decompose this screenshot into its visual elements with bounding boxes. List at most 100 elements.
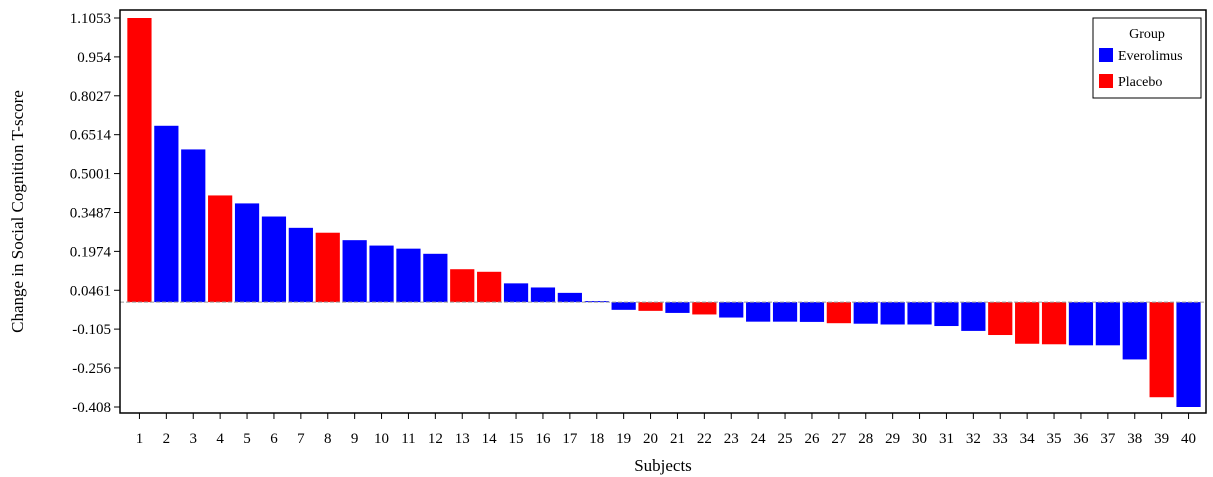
x-tick-label: 29: [885, 431, 900, 447]
x-tick-label: 12: [428, 431, 443, 447]
bar-subject-6: [261, 216, 287, 303]
x-tick-label: 31: [939, 431, 954, 447]
x-tick-label: 38: [1127, 431, 1142, 447]
y-axis: 1.1053 0.954 0.8027 0.6514 0.5001 0.3487 0.197…: [70, 11, 120, 416]
bar-subject-25: [772, 302, 798, 322]
bar-subject-35: [1041, 302, 1067, 345]
x-tick-label: 33: [993, 431, 1008, 447]
x-tick-label: 36: [1073, 431, 1089, 447]
x-tick-label: 10: [374, 431, 389, 447]
y-tick-label: -0.256: [72, 361, 111, 377]
plot-frame: [119, 9, 1207, 414]
legend: Group Everolimus Placebo: [1092, 17, 1202, 99]
bar-subject-8: [315, 232, 340, 303]
bar-subject-5: [234, 203, 260, 303]
bar-subject-37: [1095, 302, 1120, 346]
bar-subject-36: [1068, 302, 1094, 346]
bar-subject-28: [853, 302, 878, 324]
x-tick-label: 24: [751, 431, 767, 447]
bar-subject-21: [665, 302, 690, 313]
bar-subject-9: [342, 240, 367, 303]
bar-subject-30: [907, 302, 932, 325]
x-tick-label: 16: [535, 431, 551, 447]
bar-subject-39: [1149, 302, 1174, 398]
legend-label-placebo: Placebo: [1118, 75, 1162, 90]
bar-subject-29: [880, 302, 905, 325]
x-tick-label: 27: [831, 431, 847, 447]
bar-subject-33: [988, 302, 1013, 336]
x-tick-label: 34: [1020, 431, 1036, 447]
x-tick-label: 40: [1181, 431, 1196, 447]
bar-subject-20: [638, 302, 663, 311]
x-tick-label: 25: [778, 431, 793, 447]
x-tick-label: 5: [243, 431, 251, 447]
x-tick-label: 3: [190, 431, 198, 447]
y-tick-label: 0.3487: [70, 205, 112, 221]
x-tick-label: 7: [297, 431, 305, 447]
x-tick-label: 18: [589, 431, 604, 447]
bar-subject-10: [369, 245, 394, 303]
bar-subject-32: [961, 302, 986, 331]
bars-layer: [127, 18, 1201, 407]
bar-subject-31: [934, 302, 959, 327]
bar-subject-7: [288, 227, 313, 303]
x-tick-label: 26: [804, 431, 820, 447]
x-tick-label: 17: [562, 431, 578, 447]
bar-subject-34: [1015, 302, 1040, 344]
x-tick-label: 37: [1100, 431, 1116, 447]
bar-subject-4: [208, 195, 233, 303]
x-tick-label: 9: [351, 431, 359, 447]
legend-title: Group: [1129, 27, 1165, 42]
bar-subject-18: [584, 301, 609, 303]
bar-subject-27: [826, 302, 851, 324]
bar-subject-12: [423, 253, 448, 303]
x-tick-label: 8: [324, 431, 332, 447]
bar-subject-14: [477, 271, 502, 303]
bar-subject-40: [1176, 302, 1201, 407]
bar-subject-19: [611, 302, 636, 310]
y-tick-label: 0.954: [77, 50, 111, 66]
bar-subject-24: [746, 302, 771, 322]
bar-subject-3: [181, 149, 206, 303]
x-tick-label: 11: [401, 431, 415, 447]
y-tick-label: 0.0461: [70, 283, 111, 299]
y-tick-label: -0.408: [72, 400, 111, 416]
y-tick-label: 0.5001: [70, 167, 111, 183]
legend-swatch-placebo: [1099, 74, 1113, 88]
bar-subject-23: [719, 302, 744, 318]
x-tick-label: 30: [912, 431, 927, 447]
bar-subject-1: [127, 18, 152, 303]
y-tick-label: 0.1974: [70, 244, 112, 260]
x-tick-label: 28: [858, 431, 873, 447]
y-tick-label: -0.105: [72, 322, 111, 338]
y-tick-label: 0.6514: [70, 128, 112, 144]
bar-subject-17: [557, 292, 582, 303]
bar-subject-26: [799, 302, 825, 322]
x-tick-label: 14: [482, 431, 498, 447]
x-tick-label: 23: [724, 431, 739, 447]
x-tick-label: 39: [1154, 431, 1169, 447]
x-tick-label: 15: [509, 431, 524, 447]
y-axis-title: Change in Social Cognition T-score: [8, 90, 27, 333]
x-tick-label: 2: [163, 431, 171, 447]
x-tick-label: 32: [966, 431, 981, 447]
y-tick-label: 1.1053: [70, 11, 111, 27]
bar-subject-11: [396, 248, 421, 303]
legend-label-everolimus: Everolimus: [1118, 49, 1183, 64]
legend-swatch-everolimus: [1099, 48, 1113, 62]
x-axis-title: Subjects: [634, 456, 692, 475]
bar-subject-38: [1122, 302, 1147, 360]
bar-subject-16: [530, 287, 556, 303]
x-tick-label: 35: [1047, 431, 1062, 447]
x-tick-label: 1: [136, 431, 144, 447]
y-tick-label: 0.8027: [70, 89, 112, 105]
x-tick-label: 21: [670, 431, 685, 447]
bar-subject-13: [450, 269, 475, 303]
bar-subject-22: [692, 302, 717, 315]
x-tick-label: 6: [270, 431, 278, 447]
x-tick-label: 19: [616, 431, 631, 447]
legend-entries: Everolimus Placebo: [1099, 48, 1183, 90]
bar-subject-2: [154, 125, 179, 303]
x-tick-label: 13: [455, 431, 470, 447]
